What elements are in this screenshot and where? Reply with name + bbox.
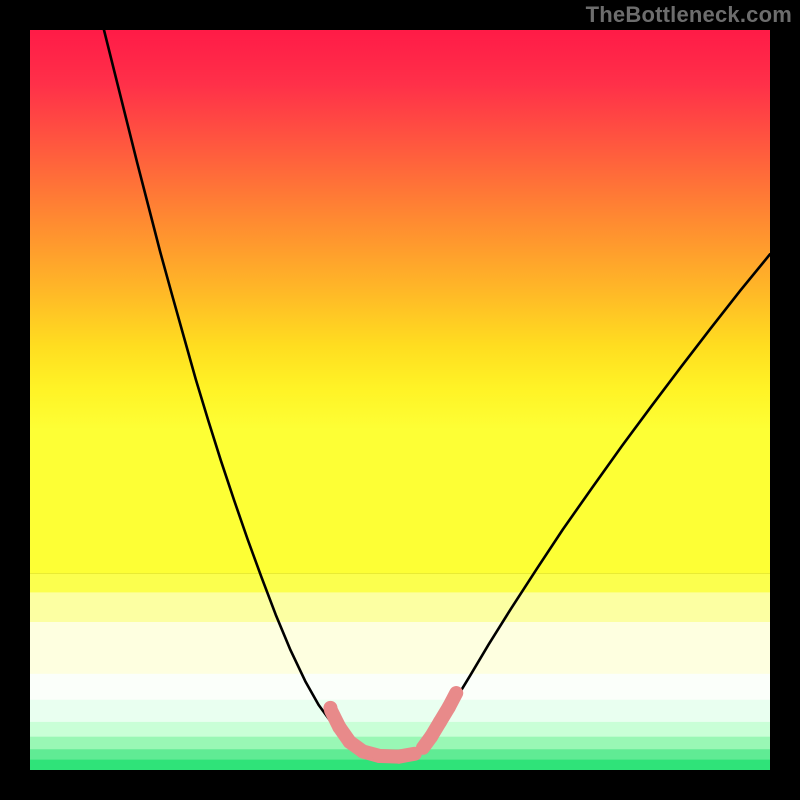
basin-markers — [323, 693, 456, 757]
plot-area — [30, 30, 770, 770]
chart-lines — [30, 30, 770, 770]
curve-left — [104, 30, 341, 733]
attribution-text: TheBottleneck.com — [586, 2, 792, 28]
chart-frame: TheBottleneck.com — [0, 0, 800, 800]
curve-right — [436, 254, 770, 731]
